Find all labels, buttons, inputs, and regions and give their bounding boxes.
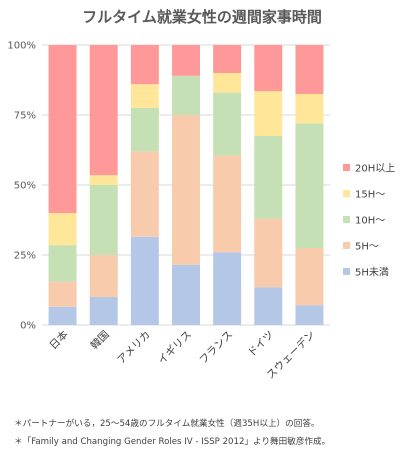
bar-segment	[213, 73, 242, 93]
bar-segment	[213, 252, 242, 325]
legend-label: 5H未満	[355, 267, 389, 279]
bar-segment	[89, 297, 118, 325]
bar-segment	[130, 236, 159, 325]
bar-segment	[172, 45, 200, 76]
legend-label: 15H〜	[355, 190, 385, 201]
legend-swatch	[343, 268, 350, 275]
bar-segment	[254, 287, 283, 325]
legend-label: 5H〜	[355, 242, 379, 253]
bar-segment	[213, 45, 242, 73]
bar-segment	[130, 45, 159, 85]
bar-segment	[89, 185, 118, 255]
bar-segment	[295, 305, 324, 325]
footnote-1: ＊パートナーがいる，25〜54歳のフルタイム就業女性（週35H以上）の回答。	[14, 417, 320, 429]
category-label: アメリカ	[115, 329, 153, 367]
y-tick-label: 0%	[20, 321, 36, 332]
bar-segment	[213, 155, 242, 253]
bar-segment	[254, 91, 283, 136]
bar-segment	[213, 92, 242, 156]
bar-segment	[48, 306, 77, 325]
bar-segment	[295, 248, 324, 306]
bar-segment	[254, 45, 283, 92]
bar-segment	[295, 94, 324, 124]
category-label: 日本	[47, 328, 71, 352]
y-tick-label: 75%	[14, 111, 36, 122]
legend-label: 20H以上	[355, 163, 395, 175]
bar-segment	[130, 151, 159, 237]
category-label: 韓国	[89, 329, 112, 352]
bar-segment	[89, 45, 118, 176]
bar-segment	[254, 218, 283, 288]
y-tick-label: 100%	[7, 41, 36, 52]
bar-segment	[48, 45, 77, 213]
bar-segment	[172, 264, 200, 325]
legend-swatch	[343, 216, 350, 223]
y-tick-label: 25%	[14, 251, 36, 262]
legend: 20H以上 15H〜 10H〜 5H〜 5H未満	[343, 163, 395, 279]
legend-swatch	[343, 190, 350, 197]
category-label: フランス	[197, 329, 235, 367]
bar-segment	[172, 75, 200, 115]
bar-segment	[48, 213, 77, 246]
bar-segment	[48, 245, 77, 282]
bar-segment	[130, 84, 159, 108]
y-axis-ticks: 0% 25% 50% 75% 100%	[7, 41, 36, 332]
footnote-2: ＊「Family and Changing Gender Roles IV - …	[14, 435, 330, 447]
bar-segment	[295, 123, 324, 248]
bar-segment	[48, 281, 77, 307]
legend-swatch	[343, 242, 350, 249]
category-label: ドイツ	[246, 329, 277, 360]
legend-swatch	[343, 164, 350, 171]
bar-segment	[89, 175, 118, 185]
bar-segment	[172, 115, 200, 265]
y-tick-label: 50%	[14, 181, 36, 192]
chart-title: フルタイム就業女性の週間家事時間	[82, 8, 322, 26]
bars	[48, 45, 324, 325]
category-label: イギリス	[156, 329, 194, 367]
bar-segment	[130, 108, 159, 152]
bar-segment	[254, 136, 283, 219]
bar-segment	[89, 255, 118, 297]
legend-label: 10H〜	[355, 216, 385, 227]
bar-segment	[295, 45, 324, 94]
